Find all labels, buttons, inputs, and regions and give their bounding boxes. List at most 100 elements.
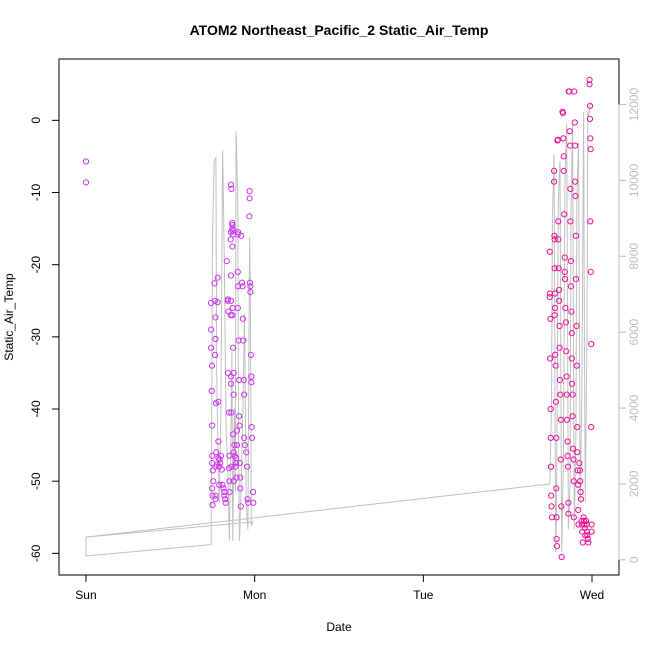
y-axis-label: Static_Air_Temp [2,273,16,361]
data-point [547,355,554,362]
right-y-axis: 0 2000 4000 6000 8000 10000 12000 [618,88,641,563]
data-point [586,81,593,88]
data-point [588,341,595,348]
data-point [561,254,568,261]
data-point [208,344,215,351]
data-point [82,158,90,165]
data-point [570,478,577,485]
data-point [577,478,584,485]
right-y-tick-label: 10000 [627,163,641,197]
data-point [241,434,248,441]
data-point [229,243,236,250]
data-point [551,178,558,185]
data-point [568,308,575,315]
data-point [246,279,253,286]
data-point [82,179,90,186]
data-point [557,391,564,398]
y-axis: 0 -10 -20 -30 -40 -50 -60 [29,117,60,562]
data-point [567,258,575,265]
data-point [551,236,558,243]
data-point [570,456,577,463]
data-point [548,492,555,499]
data-point [555,236,562,243]
data-point [560,153,567,160]
data-point [227,373,235,380]
data-point [236,413,243,420]
data-point [571,119,578,126]
x-axis: Sun Mon Tue Wed [75,574,604,602]
data-point [233,427,241,434]
x-tick-label: Sun [75,588,96,602]
data-point [233,442,241,449]
data-point [584,535,591,543]
data-point [224,296,232,303]
data-point [548,503,555,510]
data-point [243,449,250,456]
data-point [227,312,234,319]
right-y-tick-label: 0 [627,556,641,563]
data-point [563,391,570,398]
data-point [588,528,595,535]
data-point [229,304,236,312]
altitude-line [85,104,592,557]
data-point [216,456,223,463]
x-tick-label: Wed [580,588,604,602]
y-tick-label: -60 [29,544,43,562]
data-point [555,218,562,225]
data-point [244,463,251,470]
data-point [564,438,571,445]
data-point [567,185,574,192]
data-point [227,272,235,279]
altitude-line-layer [85,104,592,557]
data-point [583,528,591,535]
data-point [212,492,219,499]
data-point [212,496,219,503]
data-point [553,434,560,441]
data-point [572,193,579,200]
data-point [586,76,593,84]
data-point [222,499,229,506]
right-y-tick-label: 8000 [627,243,641,270]
data-point [248,424,255,431]
y-tick-label: 0 [29,117,43,124]
data-point [565,499,572,506]
data-point [577,496,585,503]
data-point [209,501,216,509]
data-point [575,506,582,514]
data-point [209,452,216,459]
data-point [547,463,555,470]
data-point [572,276,580,283]
data-point [569,380,576,387]
data-point [567,218,574,225]
data-point [233,460,240,467]
data-point [551,312,558,319]
y-tick-label: -30 [29,328,43,346]
data-point [215,398,222,405]
data-point [556,286,563,293]
data-point [570,445,577,452]
data-point [563,373,570,380]
data-point [572,142,579,149]
data-point [246,213,253,220]
data-point [572,178,579,185]
plot-frame [58,58,620,576]
data-point [547,405,554,413]
data-point [217,460,224,467]
data-point [234,231,241,238]
data-point [221,492,228,499]
data-point [548,514,556,521]
data-point [235,283,242,290]
data-point [561,268,568,275]
data-point [553,514,560,521]
points-layer [82,76,595,561]
data-point [247,289,254,296]
data-point [216,481,223,488]
data-point [230,344,237,351]
data-point [228,409,235,416]
data-point [236,422,243,429]
data-point [556,344,563,351]
data-point [579,539,586,546]
data-point [551,265,558,272]
data-point [241,442,248,449]
data-point [570,514,577,521]
